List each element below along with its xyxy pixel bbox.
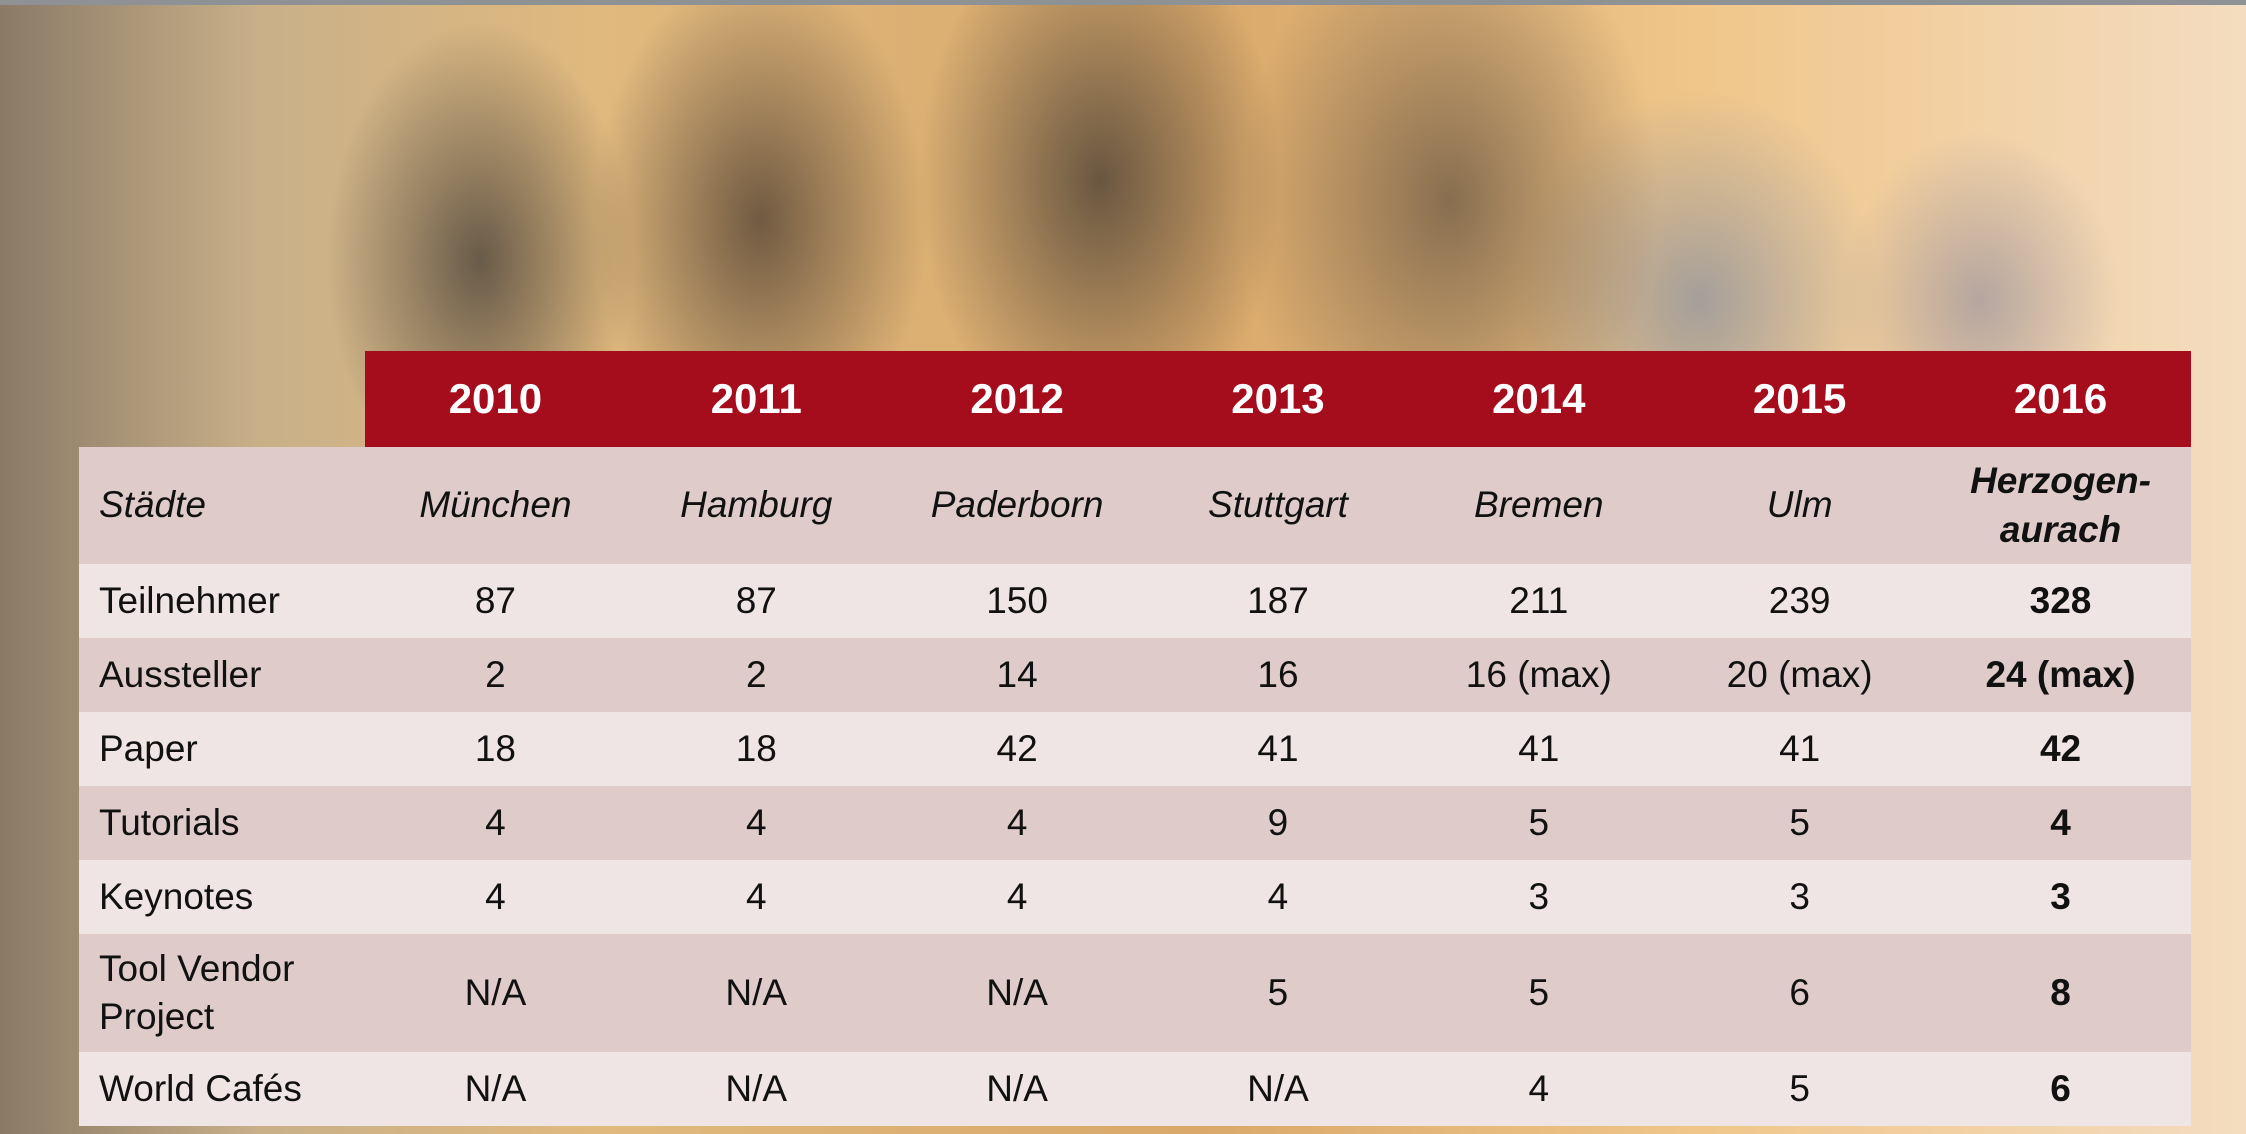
top-border [0, 0, 2246, 5]
header-blank [79, 351, 365, 447]
table-cell: 4 [626, 860, 887, 934]
table-cell: 5 [1408, 934, 1669, 1052]
table-cell: 42 [887, 712, 1148, 786]
table-cell: 16 (max) [1408, 638, 1669, 712]
table-cell: 6 [1930, 1052, 2191, 1126]
page: 2010201120122013201420152016 StädteMünch… [0, 0, 2246, 1134]
table-cell: 16 [1148, 638, 1409, 712]
table-cell: 150 [887, 564, 1148, 638]
table-cell: N/A [365, 1052, 626, 1126]
table-cell: 2 [365, 638, 626, 712]
table-cell: 41 [1669, 712, 1930, 786]
table-cell: N/A [887, 1052, 1148, 1126]
year-header: 2010 [365, 351, 626, 447]
table-cell: 24 (max) [1930, 638, 2191, 712]
table-cell: 87 [626, 564, 887, 638]
row-label: Tutorials [79, 786, 365, 860]
table-cell: 41 [1408, 712, 1669, 786]
table-cell: München [365, 447, 626, 564]
table-cell: 41 [1148, 712, 1409, 786]
table-cell: 4 [887, 786, 1148, 860]
table-cell: 4 [365, 860, 626, 934]
year-header: 2013 [1148, 351, 1409, 447]
table-cell: N/A [626, 1052, 887, 1126]
table-cell: 4 [1148, 860, 1409, 934]
row-label: Städte [79, 447, 365, 564]
table-cell: 6 [1669, 934, 1930, 1052]
table-cell: N/A [365, 934, 626, 1052]
table-cell: N/A [887, 934, 1148, 1052]
table-cell: 87 [365, 564, 626, 638]
table-cell: 3 [1408, 860, 1669, 934]
table-cell: 20 (max) [1669, 638, 1930, 712]
table-cell: 5 [1408, 786, 1669, 860]
table-cell: Paderborn [887, 447, 1148, 564]
table-cell: 5 [1669, 786, 1930, 860]
table-cell: 4 [626, 786, 887, 860]
row-label: Aussteller [79, 638, 365, 712]
row-label: Paper [79, 712, 365, 786]
table-cell: Herzogen-aurach [1930, 447, 2191, 564]
table-cell: 187 [1148, 564, 1409, 638]
table-cell: Stuttgart [1148, 447, 1409, 564]
row-label: Teilnehmer [79, 564, 365, 638]
table-cell: 14 [887, 638, 1148, 712]
table-cell: 18 [365, 712, 626, 786]
table-cell: 4 [1408, 1052, 1669, 1126]
table-cell: 18 [626, 712, 887, 786]
table-cell: 211 [1408, 564, 1669, 638]
year-header: 2016 [1930, 351, 2191, 447]
table-cell: N/A [1148, 1052, 1409, 1126]
table-cell: 3 [1669, 860, 1930, 934]
row-label: Tool Vendor Project [79, 934, 365, 1052]
table-cell: 5 [1148, 934, 1409, 1052]
table-cell: 2 [626, 638, 887, 712]
row-label: Keynotes [79, 860, 365, 934]
table-cell: Hamburg [626, 447, 887, 564]
row-label: World Cafés [79, 1052, 365, 1126]
table-cell: 5 [1669, 1052, 1930, 1126]
table-cell: 328 [1930, 564, 2191, 638]
table-cell: 42 [1930, 712, 2191, 786]
table-cell: N/A [626, 934, 887, 1052]
table-cell: 8 [1930, 934, 2191, 1052]
year-header: 2011 [626, 351, 887, 447]
year-header: 2015 [1669, 351, 1930, 447]
table-cell: 4 [365, 786, 626, 860]
table-cell: Ulm [1669, 447, 1930, 564]
table-cell: 239 [1669, 564, 1930, 638]
table-cell: 3 [1930, 860, 2191, 934]
table-cell: 9 [1148, 786, 1409, 860]
table-cell: 4 [1930, 786, 2191, 860]
table-cell: Bremen [1408, 447, 1669, 564]
table-cell: 4 [887, 860, 1148, 934]
year-header: 2012 [887, 351, 1148, 447]
year-header: 2014 [1408, 351, 1669, 447]
